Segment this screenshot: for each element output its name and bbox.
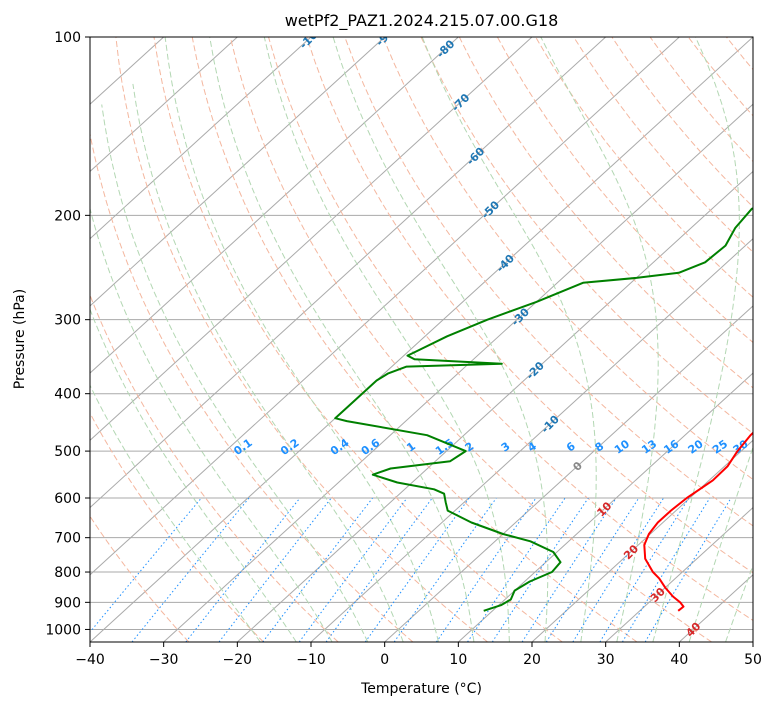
x-tick-label: 20	[523, 652, 541, 668]
moist-adiabat	[653, 37, 739, 642]
mixing-ratio-line	[573, 498, 664, 642]
mixing-ratio-label: 0.4	[328, 436, 352, 458]
x-tick-label: 50	[744, 652, 762, 668]
mixing-ratio-line	[82, 498, 202, 642]
x-tick-label: 10	[449, 652, 467, 668]
mixing-ratio-label: 0.2	[278, 436, 301, 458]
mixing-ratio-line	[522, 498, 616, 642]
y-tick-label: 500	[54, 444, 81, 460]
moist-adiabat	[102, 105, 368, 643]
mixing-ratio-label: 0.6	[359, 436, 383, 458]
mixing-ratio-label: 6	[564, 439, 578, 454]
mixing-ratio-label: 3	[499, 440, 513, 455]
temperature-profile	[644, 37, 775, 611]
dewpoint-profile	[335, 37, 775, 611]
dry-adiabat	[1, 37, 263, 642]
x-tick-label: 0	[380, 652, 389, 668]
dry-adiabat	[536, 37, 775, 642]
y-tick-label: 900	[54, 595, 81, 611]
mixing-ratio-label: 25	[710, 437, 730, 456]
dry-adiabat	[574, 37, 775, 642]
x-tick-label: −30	[149, 652, 179, 668]
y-tick-label: 1000	[45, 622, 81, 638]
isotherm-line	[0, 37, 532, 642]
isotherm-line	[90, 37, 753, 642]
x-tick-label: −10	[296, 652, 326, 668]
moist-adiabat	[74, 124, 333, 642]
mixing-ratio-line	[219, 498, 331, 642]
mixing-ratio-line	[365, 498, 469, 642]
mixing-ratio-line	[132, 498, 249, 642]
dry-adiabat	[345, 37, 775, 642]
x-tick-label: −20	[223, 652, 253, 668]
isotherm-line	[0, 37, 606, 642]
y-tick-label: 800	[54, 565, 81, 581]
y-tick-label: 200	[54, 208, 81, 224]
background-lines	[0, 37, 775, 642]
chart-title: wetPf2_PAZ1.2024.215.07.00.G18	[285, 11, 559, 31]
x-tick-label: 40	[670, 652, 688, 668]
isotherm-line	[16, 37, 679, 642]
moist-adiabat	[264, 37, 509, 642]
x-tick-label: 30	[597, 652, 615, 668]
dry-adiabat	[650, 37, 775, 642]
y-tick-label: 400	[54, 387, 81, 403]
dry-adiabat	[688, 37, 775, 642]
isotherm-line	[753, 37, 775, 642]
dry-adiabat	[192, 37, 637, 642]
isotherm-line	[0, 37, 385, 642]
isotherm-line	[0, 37, 458, 642]
mixing-ratio-label: 36	[751, 437, 771, 457]
data-series	[335, 37, 775, 611]
dry-adiabat	[269, 37, 775, 642]
x-tick-label: −40	[75, 652, 105, 668]
mixing-ratio-label: 10	[612, 437, 632, 457]
mixing-ratio-label: 1	[404, 440, 418, 455]
mixing-ratio-line	[492, 498, 588, 642]
y-tick-label: 700	[54, 531, 81, 547]
dry-adiabat	[765, 37, 775, 642]
y-tick-label: 600	[54, 491, 81, 507]
mixing-ratio-label: 4	[525, 439, 539, 454]
moist-adiabat	[689, 37, 775, 642]
isotherm-line	[0, 37, 311, 642]
isotherm-line	[0, 37, 237, 642]
y-tick-label: 100	[54, 30, 81, 46]
mixing-ratio-line	[263, 498, 373, 642]
dry-adiabat	[78, 37, 413, 642]
moist-adiabat	[133, 84, 403, 642]
mixing-ratio-line	[436, 498, 536, 642]
moist-adiabat	[422, 37, 596, 642]
dry-adiabat	[0, 37, 189, 642]
mixing-ratio-line	[645, 498, 731, 642]
mixing-ratio-label: 0.1	[231, 436, 254, 458]
x-axis-label: Temperature (°C)	[360, 681, 482, 697]
isotherm-line	[164, 37, 775, 642]
dry-adiabat	[726, 37, 775, 642]
y-axis-label: Pressure (hPa)	[12, 289, 28, 389]
y-tick-label: 300	[54, 313, 81, 329]
